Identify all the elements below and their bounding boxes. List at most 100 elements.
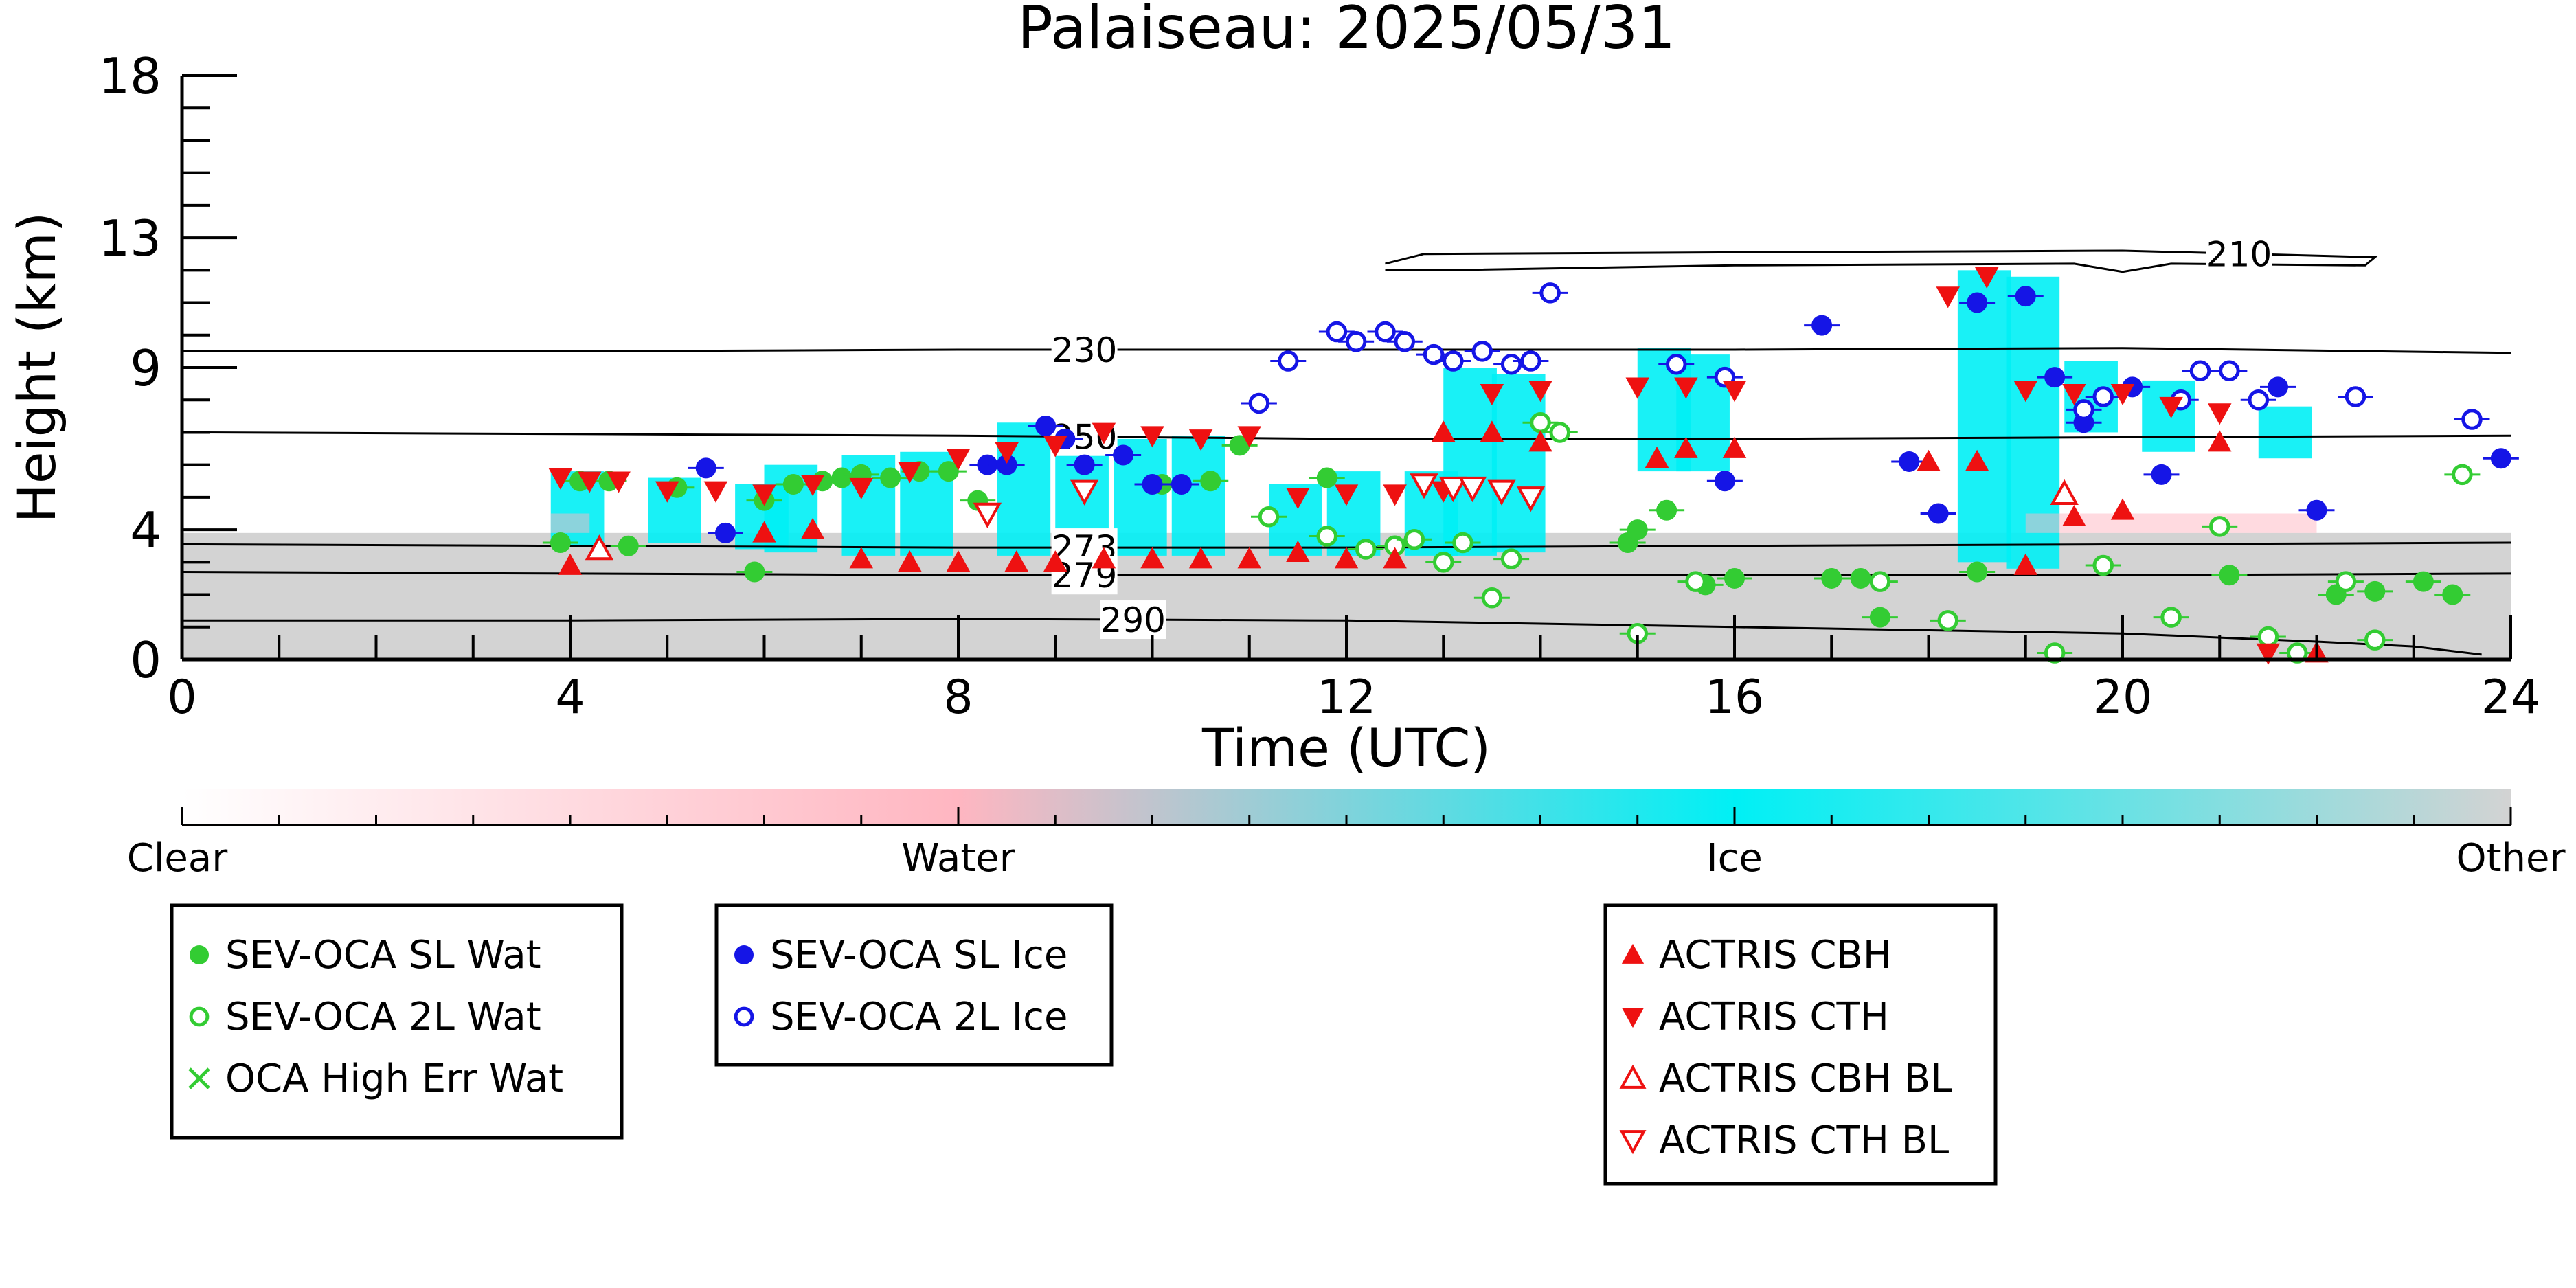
data-point bbox=[2452, 464, 2473, 486]
data-point bbox=[2159, 396, 2183, 418]
colorbar-ticks bbox=[181, 807, 2512, 825]
data-point bbox=[1286, 488, 1310, 510]
data-point bbox=[1171, 474, 1192, 495]
data-point bbox=[1528, 430, 1552, 452]
data-point bbox=[1674, 377, 1698, 399]
data-point bbox=[2287, 642, 2308, 664]
data-point bbox=[849, 477, 873, 499]
data-point bbox=[1410, 473, 1438, 499]
data-point bbox=[800, 475, 825, 497]
data-point bbox=[550, 532, 571, 553]
x-tick-label: 12 bbox=[1317, 670, 1377, 725]
legend-marker bbox=[1619, 1130, 1647, 1155]
data-point bbox=[1869, 607, 1890, 628]
data-point bbox=[1480, 420, 1504, 442]
data-point bbox=[1937, 610, 1958, 631]
water-class-region bbox=[550, 513, 590, 533]
data-point bbox=[1316, 526, 1337, 547]
legend-marker bbox=[734, 1006, 754, 1027]
data-point bbox=[2050, 479, 2079, 505]
data-point bbox=[752, 484, 776, 506]
data-point bbox=[1967, 292, 1988, 313]
data-point bbox=[1433, 552, 1454, 573]
data-point bbox=[1403, 529, 1425, 550]
data-point bbox=[1394, 330, 1415, 352]
data-point bbox=[1278, 350, 1299, 372]
data-point bbox=[2461, 409, 2483, 430]
data-point bbox=[1043, 550, 1067, 572]
contour-250 bbox=[181, 431, 2511, 440]
data-point bbox=[1500, 354, 1522, 375]
data-point bbox=[1237, 426, 1261, 448]
colorbar-label-ice: Ice bbox=[1706, 836, 1763, 881]
contour-label-210: 210 bbox=[2206, 234, 2272, 274]
data-point bbox=[1917, 449, 1941, 471]
data-point bbox=[1200, 471, 1221, 492]
data-point bbox=[1438, 476, 1468, 503]
series-actris-cth-bl bbox=[973, 473, 1546, 528]
data-point bbox=[898, 462, 922, 484]
data-point bbox=[703, 481, 728, 503]
legend-label: SEV-OCA 2L Ice bbox=[770, 995, 1067, 1039]
data-point bbox=[2110, 498, 2135, 520]
legend-frame bbox=[714, 903, 1114, 1067]
data-point bbox=[585, 534, 614, 561]
data-point bbox=[2257, 626, 2279, 648]
x-tick-label: 0 bbox=[167, 670, 196, 725]
legend-label: ACTRIS CTH bbox=[1659, 995, 1889, 1039]
legend-label: ACTRIS CBH BL bbox=[1659, 1057, 1952, 1101]
contour-230 bbox=[182, 347, 2511, 354]
x-tick-label: 24 bbox=[2481, 670, 2541, 725]
data-point bbox=[938, 461, 959, 482]
x-tick-label: 20 bbox=[2093, 670, 2153, 725]
data-point bbox=[1645, 446, 1669, 468]
colorbar-label-water: Water bbox=[901, 836, 1016, 881]
data-point bbox=[1355, 539, 1377, 560]
legend-box-2: SEV-OCA SL Ice SEV-OCA 2L Ice bbox=[714, 903, 1114, 1067]
data-point bbox=[1092, 422, 1116, 444]
legend-marker bbox=[189, 1006, 210, 1027]
data-point bbox=[1975, 267, 1999, 289]
x-axis-label: Time (UTC) bbox=[1201, 717, 1491, 778]
data-point bbox=[1070, 479, 1099, 506]
data-point bbox=[715, 522, 736, 543]
legends: SEV-OCA SL Wat SEV-OCA 2L Wat OCA High Err… bbox=[170, 903, 1998, 1186]
data-point bbox=[2413, 571, 2434, 592]
legend-marker bbox=[190, 945, 209, 964]
data-point bbox=[1140, 426, 1164, 448]
data-point bbox=[1627, 519, 1648, 541]
data-point bbox=[1043, 436, 1067, 457]
data-point bbox=[1530, 412, 1551, 433]
data-point bbox=[1237, 547, 1261, 569]
data-point bbox=[1258, 506, 1280, 528]
data-point bbox=[977, 454, 998, 475]
data-point bbox=[1248, 392, 1270, 414]
ice-class-region bbox=[1443, 368, 1497, 556]
data-point bbox=[2335, 571, 2357, 592]
ice-class-region bbox=[1957, 270, 2011, 563]
legend-label: SEV-OCA 2L Wat bbox=[225, 995, 541, 1039]
x-ticks: 0 4 8 12 16 20 24 bbox=[167, 615, 2540, 725]
data-point bbox=[1423, 343, 1445, 365]
data-point bbox=[1113, 444, 1134, 466]
legend-marker bbox=[188, 1067, 210, 1089]
data-point bbox=[1334, 547, 1359, 569]
data-point bbox=[849, 547, 873, 569]
legend-label: ACTRIS CBH bbox=[1659, 933, 1892, 978]
data-point bbox=[1481, 587, 1503, 609]
colorbar-label-other: Other bbox=[2456, 836, 2566, 881]
data-point bbox=[946, 449, 971, 471]
data-point bbox=[1480, 383, 1504, 406]
data-point bbox=[1625, 377, 1649, 399]
data-point bbox=[655, 481, 679, 503]
data-point bbox=[548, 468, 573, 490]
data-point bbox=[800, 517, 825, 539]
contour-label-bg bbox=[1051, 330, 1118, 370]
data-point bbox=[898, 550, 922, 572]
data-point bbox=[1685, 571, 1706, 592]
data-point bbox=[1869, 571, 1891, 592]
data-point bbox=[2364, 629, 2386, 651]
ice-class-region bbox=[1491, 374, 1546, 553]
series-actris-cbh-bl bbox=[585, 479, 2079, 561]
data-point bbox=[2151, 464, 2172, 485]
